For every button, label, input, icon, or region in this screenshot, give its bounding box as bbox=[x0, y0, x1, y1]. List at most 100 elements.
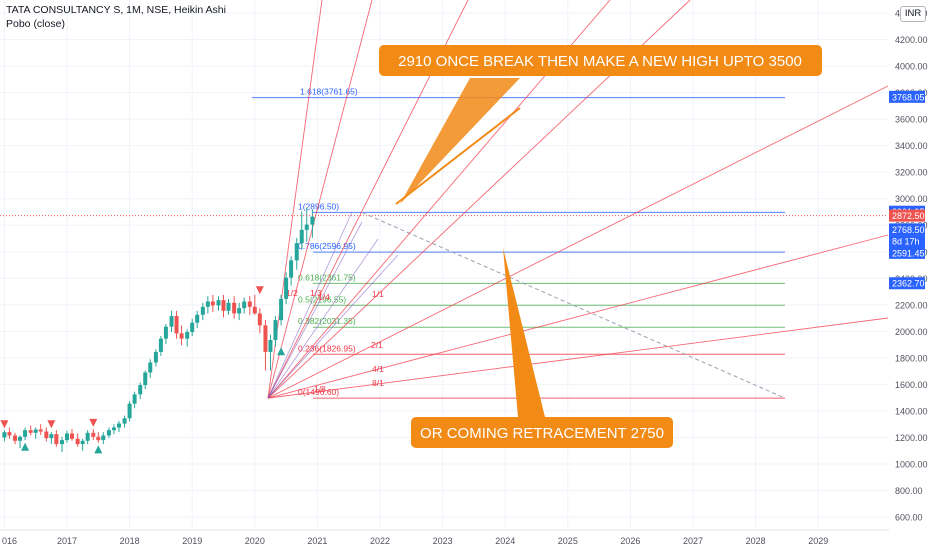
price-tag-bg bbox=[889, 209, 925, 222]
candle-body bbox=[70, 433, 75, 439]
price-tick-label: 4200.00 bbox=[895, 35, 928, 45]
time-tick-label: 2017 bbox=[57, 536, 77, 546]
candle-body bbox=[138, 385, 143, 395]
candle-body bbox=[91, 432, 96, 437]
candle-body bbox=[54, 434, 59, 445]
candle-body bbox=[263, 325, 268, 352]
candle-body bbox=[49, 434, 54, 439]
candle-body bbox=[226, 302, 231, 311]
candle-body bbox=[7, 432, 12, 436]
price-tick-label: 3000.00 bbox=[895, 194, 928, 204]
price-tag-bg bbox=[889, 235, 925, 248]
time-tick-label: 016 bbox=[2, 536, 17, 546]
fib-level-label: 0.236(1826.95) bbox=[298, 343, 356, 353]
candle-body bbox=[127, 403, 132, 419]
candle-body bbox=[257, 313, 262, 326]
candle-body bbox=[153, 351, 158, 363]
candle-body bbox=[18, 436, 23, 441]
candle-body bbox=[163, 326, 168, 339]
candle-body bbox=[299, 229, 304, 244]
time-tick-label: 2020 bbox=[245, 536, 265, 546]
fib-level-label: 1(2896.50) bbox=[298, 201, 339, 211]
price-tick-label: 3400.00 bbox=[895, 141, 928, 151]
candles bbox=[2, 208, 315, 453]
time-tick-label: 2018 bbox=[120, 536, 140, 546]
callout-pointer-wedge bbox=[503, 248, 545, 417]
fib-level-label: 0.5(2196.55) bbox=[298, 294, 346, 304]
time-tick-label: 2027 bbox=[683, 536, 703, 546]
candle-body bbox=[38, 429, 43, 432]
candle-body bbox=[179, 333, 184, 339]
gann-fan-label: 2/1 bbox=[371, 340, 383, 350]
price-tick-label: 1600.00 bbox=[895, 380, 928, 390]
gann-fan-ray bbox=[267, 234, 889, 399]
time-tick-label: 2025 bbox=[558, 536, 578, 546]
candle-body bbox=[174, 316, 179, 334]
gann-fan-label: 8/1 bbox=[372, 378, 384, 388]
candle-body bbox=[190, 322, 195, 333]
price-tick-label: 4000.00 bbox=[895, 62, 928, 72]
price-tag-bg bbox=[889, 223, 925, 236]
gann-fan-ray bbox=[267, 254, 399, 399]
price-tick-label: 3600.00 bbox=[895, 115, 928, 125]
price-tick-label: 1800.00 bbox=[895, 353, 928, 363]
price-tag-bg bbox=[889, 277, 925, 290]
time-tick-label: 2023 bbox=[433, 536, 453, 546]
fib-level-label: 0.382(2031.35) bbox=[298, 316, 356, 326]
candle-body bbox=[169, 316, 174, 327]
candle-body bbox=[143, 372, 148, 386]
gann-fan-label: 1/8 bbox=[314, 384, 326, 394]
candle-body bbox=[111, 427, 116, 431]
time-tick-label: 2029 bbox=[808, 536, 828, 546]
callout-text: 2910 ONCE BREAK THEN MAKE A NEW HIGH UPT… bbox=[398, 53, 802, 70]
candle-body bbox=[122, 418, 127, 424]
time-tick-label: 2026 bbox=[620, 536, 640, 546]
callout-pointer bbox=[395, 107, 521, 205]
gann-fan-label: 4/1 bbox=[372, 364, 384, 374]
candle-body bbox=[273, 320, 278, 340]
price-tag-label: 2768.50 bbox=[892, 225, 925, 235]
candle-body bbox=[2, 432, 7, 438]
price-tick-label: 1000.00 bbox=[895, 460, 928, 470]
candle-body bbox=[216, 300, 221, 306]
candle-body bbox=[96, 436, 101, 441]
callout-box bbox=[379, 45, 822, 76]
sell-signal-marker bbox=[89, 418, 98, 427]
candle-body bbox=[28, 430, 33, 433]
candle-body bbox=[242, 301, 247, 309]
candle-body bbox=[59, 440, 64, 445]
gann-fan-ray bbox=[267, 0, 373, 399]
price-tag-label: 2362.70 bbox=[892, 279, 925, 289]
candle-body bbox=[200, 306, 205, 315]
time-tick-label: 2021 bbox=[307, 536, 327, 546]
candle-body bbox=[116, 423, 121, 428]
price-tick-label: 1400.00 bbox=[895, 406, 928, 416]
gann-fan-ray bbox=[267, 85, 889, 399]
gann-fan-label: 1/2 bbox=[286, 288, 298, 298]
candle-body bbox=[237, 308, 242, 314]
candle-body bbox=[289, 260, 294, 278]
time-axis: 016 2017 2018 2019 2020 2021 2022 2023 2024 2025 2… bbox=[0, 529, 889, 550]
price-tick-label: 2000.00 bbox=[895, 327, 928, 337]
time-tick-label: 2024 bbox=[495, 536, 515, 546]
gann-fan-ray bbox=[267, 221, 363, 399]
candle-body bbox=[247, 301, 252, 307]
candle-body bbox=[210, 301, 215, 306]
gann-fan-ray bbox=[267, 317, 889, 399]
candle-body bbox=[284, 277, 289, 299]
candle-body bbox=[185, 332, 190, 339]
currency-button[interactable]: INR bbox=[900, 6, 926, 22]
candle-body bbox=[252, 306, 257, 314]
callout-box bbox=[411, 417, 673, 448]
price-tag-label: 3768.05 bbox=[892, 92, 925, 102]
candle-body bbox=[304, 224, 309, 230]
candle-body bbox=[294, 243, 299, 261]
sell-signal-marker bbox=[47, 420, 56, 429]
candle-body bbox=[33, 429, 38, 433]
buy-signal-marker bbox=[21, 442, 30, 451]
candle-body bbox=[101, 435, 106, 441]
gann-fan-label: 1/3 bbox=[310, 288, 322, 298]
candle-body bbox=[44, 431, 49, 439]
callout-pointer-wedge bbox=[400, 78, 520, 204]
